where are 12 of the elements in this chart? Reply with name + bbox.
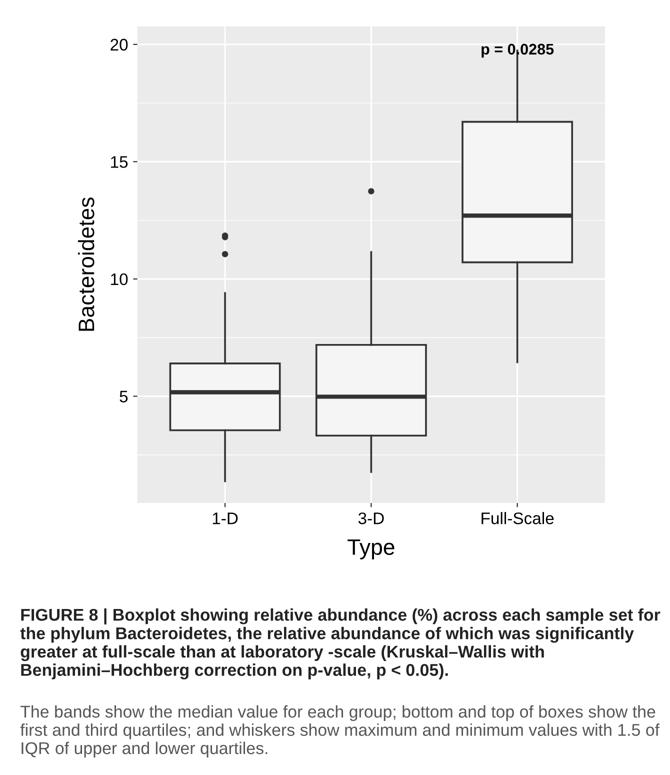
caption: FIGURE 8 | Boxplot showing relative abundance (%) across each sample set for the phylum Bacteroidetes, the relative abundance of which was significantly greater at full-scale than at laboratory -scale (Kruskal–Wallis with Benjamini–Hochberg correction on p-value, p < 0.05). [20, 608, 660, 680]
y-tick-label: 15 [111, 156, 128, 168]
annotation: p = 0.0285 [482, 44, 554, 58]
text: The bands show the median value for each group; bottom and top of boxes show the first and third quartiles; and whiskers show maximum and minimum values with 1.5 of IQR of upper and lower quartiles. [20, 705, 660, 758]
x-tick-label: Full-Scale [482, 512, 554, 524]
x-axis-title: Type [348, 539, 394, 560]
y-tick-label: 5 [120, 390, 128, 402]
y-tick-label: 10 [111, 273, 128, 286]
x-tick-label: 1-D [212, 512, 238, 524]
y-tick-label: 20 [110, 38, 128, 51]
x-tick-label: 3-D [358, 512, 384, 524]
y-axis-title: Bacteroidetes [78, 198, 94, 331]
